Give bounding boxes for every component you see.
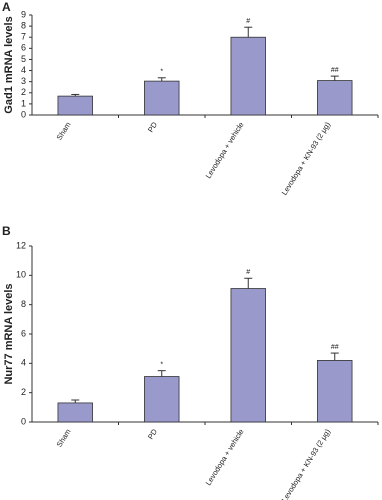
bar (144, 376, 180, 423)
y-tick-label: 8 (21, 20, 26, 30)
y-tick-label: 6 (21, 43, 26, 53)
x-tick-label: Sham (55, 120, 73, 141)
y-tick-label: 9 (21, 9, 26, 19)
significance-mark: ## (331, 344, 339, 351)
bar (57, 95, 93, 116)
y-tick-label: 4 (21, 358, 26, 368)
significance-mark: # (246, 18, 250, 25)
panel-label: B (2, 224, 11, 238)
y-tick-label: 0 (21, 416, 26, 426)
y-tick-label: 6 (21, 328, 26, 338)
bar (230, 36, 266, 116)
y-tick-label: 1 (21, 98, 26, 108)
x-tick-label: Levodopa + KN-93 (2 μg) (280, 427, 333, 500)
bar (317, 359, 353, 423)
x-tick-label: Levodopa + KN-93 (2 μg) (280, 120, 333, 197)
y-axis-title: Gad1 mRNA levels (3, 16, 15, 113)
bar (57, 402, 93, 423)
bar (144, 80, 180, 116)
significance-mark: # (246, 269, 250, 276)
significance-mark: * (160, 362, 163, 369)
y-tick-label: 8 (21, 299, 26, 309)
x-tick-label: Levodopa + vehicle (204, 120, 246, 180)
bar (317, 80, 353, 116)
panel-label: A (2, 0, 11, 14)
y-axis-title: Nur77 mRNA levels (3, 283, 15, 384)
y-tick-label: 2 (21, 387, 26, 397)
x-tick-label: PD (146, 120, 159, 134)
y-tick-label: 12 (16, 240, 26, 250)
y-tick-label: 7 (21, 32, 26, 42)
y-tick-label: 5 (21, 54, 26, 64)
y-tick-label: 10 (16, 270, 26, 280)
x-tick-label: Sham (55, 427, 73, 448)
significance-mark: * (160, 69, 163, 76)
x-tick-label: PD (146, 427, 159, 441)
x-tick-label: Levodopa + vehicle (204, 427, 246, 487)
y-tick-label: 2 (21, 87, 26, 97)
bar (230, 288, 266, 423)
significance-mark: ## (331, 67, 339, 74)
y-tick-label: 0 (21, 109, 26, 119)
y-tick-label: 4 (21, 65, 26, 75)
y-tick-label: 3 (21, 76, 26, 86)
